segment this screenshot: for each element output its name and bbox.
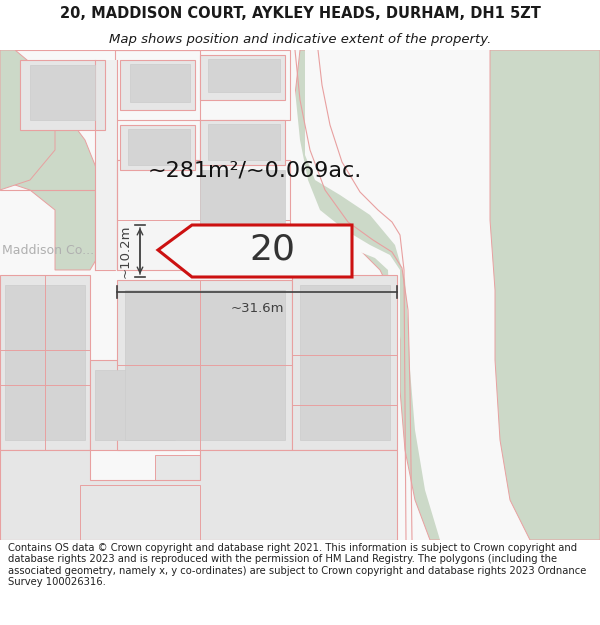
Bar: [200, 170, 285, 245]
Polygon shape: [0, 50, 55, 190]
Text: 20, MADDISON COURT, AYKLEY HEADS, DURHAM, DH1 5ZT: 20, MADDISON COURT, AYKLEY HEADS, DURHAM…: [59, 6, 541, 21]
Bar: [155, 455, 250, 485]
Text: ~281m²/~0.069ac.: ~281m²/~0.069ac.: [148, 160, 362, 180]
Text: ~10.2m: ~10.2m: [119, 224, 132, 278]
Text: Map shows position and indicative extent of the property.: Map shows position and indicative extent…: [109, 34, 491, 46]
Bar: [292, 275, 397, 450]
Bar: [200, 55, 285, 100]
Bar: [300, 455, 395, 485]
Bar: [5, 285, 85, 440]
Bar: [128, 129, 190, 165]
Bar: [30, 65, 95, 120]
Bar: [117, 280, 292, 450]
Polygon shape: [158, 225, 352, 277]
Text: ~31.6m: ~31.6m: [230, 302, 284, 315]
Bar: [120, 60, 195, 110]
Bar: [90, 360, 185, 450]
Bar: [300, 285, 390, 440]
Bar: [208, 124, 280, 160]
Bar: [20, 60, 105, 130]
Text: 20: 20: [249, 233, 295, 267]
Bar: [200, 120, 285, 165]
Bar: [0, 275, 90, 450]
Polygon shape: [305, 50, 600, 540]
Polygon shape: [0, 50, 105, 270]
Polygon shape: [290, 50, 600, 540]
Polygon shape: [117, 160, 290, 270]
Bar: [95, 60, 117, 270]
Bar: [208, 59, 280, 92]
Polygon shape: [278, 50, 400, 540]
Polygon shape: [490, 50, 600, 540]
Bar: [120, 125, 195, 170]
Text: Maddison Co...: Maddison Co...: [2, 244, 94, 256]
Bar: [130, 64, 190, 102]
Bar: [95, 370, 175, 440]
Polygon shape: [0, 450, 397, 540]
Text: Contains OS data © Crown copyright and database right 2021. This information is : Contains OS data © Crown copyright and d…: [8, 542, 586, 588]
Bar: [125, 290, 285, 440]
